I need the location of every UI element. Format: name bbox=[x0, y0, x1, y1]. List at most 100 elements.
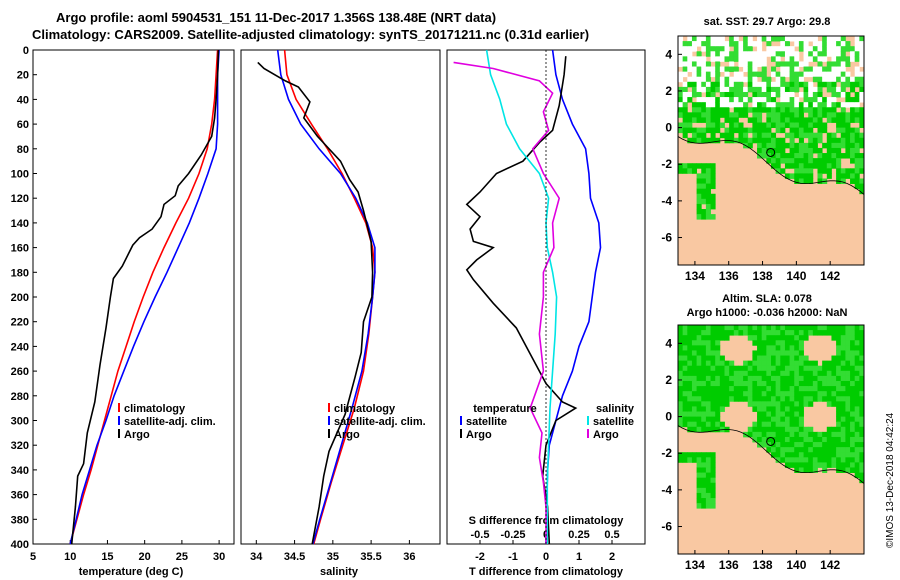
map-cell bbox=[859, 81, 865, 88]
map-cell bbox=[826, 436, 832, 443]
map-cell bbox=[761, 102, 767, 108]
map-cell bbox=[696, 173, 702, 179]
map-cell bbox=[729, 396, 735, 402]
map-cell bbox=[738, 380, 744, 387]
map-cell bbox=[831, 370, 837, 377]
map-cell bbox=[854, 102, 860, 108]
temperature-axis-label: 10 bbox=[64, 551, 76, 563]
map-cell bbox=[705, 81, 711, 88]
map-cell bbox=[752, 71, 758, 78]
map-cell bbox=[859, 71, 865, 78]
map-cell bbox=[840, 452, 846, 458]
map-cell bbox=[780, 386, 786, 392]
map-cell bbox=[710, 173, 716, 179]
map-cell bbox=[854, 168, 860, 174]
map-cell bbox=[845, 41, 851, 47]
map-cell bbox=[775, 107, 781, 113]
map-cell bbox=[696, 51, 702, 57]
map-cell bbox=[831, 442, 837, 448]
map-cell bbox=[757, 117, 763, 123]
map-cell bbox=[701, 391, 707, 397]
map-cell bbox=[682, 102, 688, 108]
depth-tick-label: 160 bbox=[11, 243, 29, 255]
map-cell bbox=[854, 370, 860, 377]
map-cell bbox=[696, 492, 702, 499]
map-cell bbox=[831, 163, 837, 169]
map-cell bbox=[771, 66, 777, 73]
map-cell bbox=[752, 122, 758, 128]
map-cell bbox=[831, 153, 837, 159]
map-cell bbox=[701, 183, 707, 190]
map-cell bbox=[780, 137, 786, 144]
map-cell bbox=[678, 386, 684, 392]
map-cell bbox=[701, 36, 707, 42]
map-cell bbox=[710, 345, 716, 351]
map-cell bbox=[859, 61, 865, 67]
map-cell bbox=[803, 365, 809, 372]
map-cell bbox=[840, 340, 846, 346]
map-cell bbox=[798, 467, 804, 473]
map-cell bbox=[784, 153, 790, 159]
map-cell bbox=[854, 380, 860, 387]
map-cell bbox=[691, 457, 697, 463]
map-cell bbox=[859, 188, 865, 195]
salinity-xlabel: salinity bbox=[320, 566, 359, 578]
map-cell bbox=[719, 107, 725, 113]
map-cell bbox=[743, 46, 749, 52]
map-cell bbox=[691, 426, 697, 433]
map-cell bbox=[794, 467, 800, 473]
map-cell bbox=[761, 340, 767, 346]
map-cell bbox=[710, 91, 716, 98]
map-cell bbox=[836, 117, 842, 123]
map-cell bbox=[845, 411, 851, 417]
map-cell bbox=[682, 386, 688, 392]
map-cell bbox=[822, 391, 828, 397]
map-cell bbox=[850, 391, 856, 397]
map-cell bbox=[803, 158, 809, 164]
map-cell bbox=[854, 447, 860, 453]
map-cell bbox=[747, 401, 753, 407]
map-cell bbox=[775, 350, 781, 356]
map-lon-label: 140 bbox=[786, 269, 806, 283]
map-cell bbox=[789, 375, 795, 382]
map-cell bbox=[719, 112, 725, 118]
map-cell bbox=[836, 153, 842, 159]
map-cell bbox=[836, 457, 842, 463]
map-cell bbox=[719, 355, 725, 362]
map-cell bbox=[761, 127, 767, 134]
map-cell bbox=[854, 132, 860, 139]
map-cell bbox=[678, 396, 684, 402]
map-cell bbox=[705, 370, 711, 377]
temperature-legend-entry: satellite-adj. clim. bbox=[124, 416, 216, 428]
map-cell bbox=[845, 76, 851, 83]
map-cell bbox=[859, 46, 865, 52]
map-cell bbox=[701, 127, 707, 134]
map-lat-label: 0 bbox=[665, 121, 672, 135]
map-cell bbox=[705, 107, 711, 113]
map-cell bbox=[715, 46, 721, 52]
map-cell bbox=[775, 426, 781, 433]
map-cell bbox=[752, 81, 758, 88]
map-cell bbox=[845, 345, 851, 351]
map-cell bbox=[682, 71, 688, 78]
map-cell bbox=[794, 431, 800, 438]
map-cell bbox=[784, 36, 790, 42]
map-cell bbox=[710, 203, 716, 210]
map-cell bbox=[822, 360, 828, 367]
map-cell bbox=[719, 91, 725, 98]
map-cell bbox=[691, 396, 697, 402]
depth-tick-label: 0 bbox=[23, 45, 29, 57]
map-cell bbox=[691, 325, 697, 331]
map-cell bbox=[696, 472, 702, 479]
map-cell bbox=[808, 127, 814, 134]
map-cell bbox=[724, 46, 730, 52]
map-cell bbox=[691, 370, 697, 377]
map-cell bbox=[715, 411, 721, 417]
map-cell bbox=[752, 107, 758, 113]
map-cell bbox=[794, 147, 800, 154]
map-cell bbox=[803, 168, 809, 174]
map-cell bbox=[826, 36, 832, 42]
map-lon-label: 142 bbox=[820, 269, 840, 283]
map-cell bbox=[719, 51, 725, 57]
map-cell bbox=[719, 386, 725, 392]
